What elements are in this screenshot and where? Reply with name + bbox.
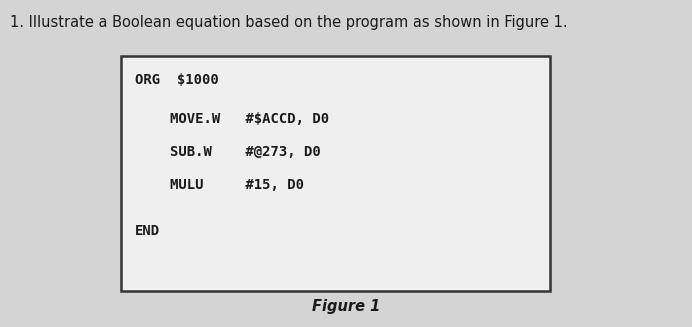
Text: 1. Illustrate a Boolean equation based on the program as shown in Figure 1.: 1. Illustrate a Boolean equation based o…	[10, 15, 568, 30]
Text: Figure 1: Figure 1	[312, 299, 380, 314]
Text: MOVE.W   #$ACCD, D0: MOVE.W #$ACCD, D0	[170, 112, 329, 126]
Text: END: END	[135, 224, 160, 237]
Text: SUB.W    #@273, D0: SUB.W #@273, D0	[170, 145, 320, 159]
FancyBboxPatch shape	[121, 56, 550, 291]
Text: ORG  $1000: ORG $1000	[135, 73, 219, 87]
Text: MULU     #15, D0: MULU #15, D0	[170, 178, 304, 192]
